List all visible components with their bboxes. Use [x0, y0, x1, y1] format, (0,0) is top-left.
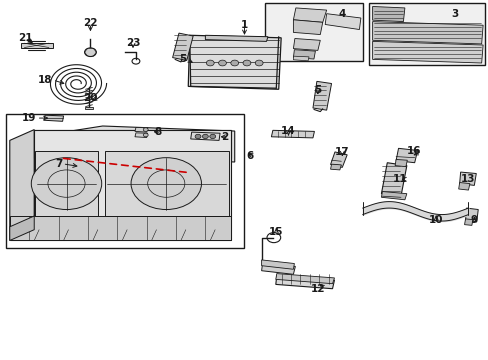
- Circle shape: [230, 60, 238, 66]
- Text: 14: 14: [281, 126, 295, 136]
- Text: 8: 8: [154, 127, 161, 138]
- Polygon shape: [275, 276, 334, 289]
- Polygon shape: [394, 159, 407, 167]
- Circle shape: [243, 60, 250, 66]
- Polygon shape: [395, 148, 417, 163]
- Text: 22: 22: [83, 18, 98, 28]
- Text: 4: 4: [338, 9, 346, 19]
- Polygon shape: [381, 192, 406, 200]
- Circle shape: [209, 134, 215, 139]
- Polygon shape: [261, 263, 295, 274]
- Text: 12: 12: [310, 284, 325, 294]
- Circle shape: [143, 133, 148, 137]
- Polygon shape: [293, 56, 308, 61]
- Polygon shape: [325, 14, 360, 30]
- Polygon shape: [34, 130, 230, 158]
- Polygon shape: [293, 8, 326, 22]
- Polygon shape: [368, 3, 484, 65]
- Polygon shape: [10, 130, 34, 240]
- Polygon shape: [293, 20, 322, 35]
- Polygon shape: [465, 208, 477, 222]
- Polygon shape: [135, 133, 147, 138]
- Text: 1: 1: [241, 20, 247, 30]
- Text: 11: 11: [391, 174, 406, 184]
- Text: 19: 19: [22, 113, 37, 123]
- Polygon shape: [464, 219, 472, 225]
- Polygon shape: [293, 50, 315, 59]
- Text: 6: 6: [245, 151, 253, 161]
- Text: 9: 9: [470, 215, 477, 225]
- Polygon shape: [44, 115, 63, 121]
- Polygon shape: [35, 151, 98, 216]
- Polygon shape: [271, 130, 314, 138]
- Text: 10: 10: [428, 215, 443, 225]
- Polygon shape: [85, 107, 93, 109]
- Circle shape: [195, 134, 201, 139]
- Polygon shape: [293, 39, 320, 50]
- Text: 17: 17: [334, 147, 349, 157]
- Circle shape: [206, 60, 214, 66]
- Text: 5: 5: [314, 85, 321, 95]
- Polygon shape: [372, 6, 404, 22]
- Polygon shape: [10, 230, 230, 240]
- Circle shape: [131, 158, 201, 210]
- Polygon shape: [330, 152, 346, 167]
- Polygon shape: [105, 151, 228, 216]
- Circle shape: [255, 60, 263, 66]
- Polygon shape: [20, 43, 53, 48]
- Text: 15: 15: [268, 227, 283, 237]
- Polygon shape: [264, 3, 362, 61]
- Text: 2: 2: [221, 132, 228, 142]
- Text: 16: 16: [406, 146, 421, 156]
- Polygon shape: [330, 164, 341, 170]
- Circle shape: [143, 128, 148, 131]
- Polygon shape: [205, 35, 267, 41]
- Polygon shape: [312, 81, 331, 110]
- Polygon shape: [190, 132, 220, 140]
- Polygon shape: [172, 33, 193, 60]
- Text: 21: 21: [18, 33, 33, 43]
- Polygon shape: [275, 274, 334, 284]
- Polygon shape: [10, 216, 34, 240]
- Polygon shape: [381, 163, 406, 196]
- Polygon shape: [372, 22, 482, 44]
- Polygon shape: [261, 260, 294, 269]
- Text: 7: 7: [55, 159, 62, 169]
- Text: 23: 23: [125, 38, 140, 48]
- Polygon shape: [458, 183, 469, 190]
- Text: 18: 18: [38, 75, 53, 85]
- Text: 20: 20: [83, 93, 98, 103]
- Polygon shape: [459, 172, 475, 185]
- Circle shape: [31, 158, 102, 210]
- Polygon shape: [34, 130, 230, 230]
- Polygon shape: [188, 35, 281, 89]
- Circle shape: [218, 60, 226, 66]
- Circle shape: [84, 48, 96, 57]
- Text: 3: 3: [450, 9, 457, 19]
- Polygon shape: [29, 126, 234, 170]
- Polygon shape: [372, 41, 482, 63]
- Text: 5: 5: [179, 54, 186, 64]
- Polygon shape: [135, 127, 147, 132]
- Polygon shape: [10, 216, 230, 240]
- Circle shape: [202, 134, 208, 139]
- Text: 13: 13: [460, 174, 475, 184]
